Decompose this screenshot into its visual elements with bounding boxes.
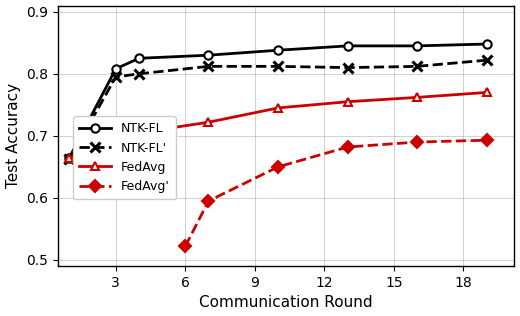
NTK-FL': [113, 75, 119, 79]
NTK-FL': [484, 58, 490, 62]
Line: NTK-FL': NTK-FL': [64, 55, 491, 164]
NTK-FL': [205, 64, 212, 68]
X-axis label: Communication Round: Communication Round: [199, 295, 373, 310]
NTK-FL': [275, 64, 281, 68]
NTK-FL': [414, 64, 420, 68]
FedAvg: [67, 156, 73, 160]
NTK-FL: [275, 48, 281, 52]
Y-axis label: Test Accuracy: Test Accuracy: [6, 83, 21, 188]
Legend: NTK-FL, NTK-FL', FedAvg, FedAvg': NTK-FL, NTK-FL', FedAvg, FedAvg': [73, 116, 176, 199]
FedAvg': [205, 199, 212, 203]
FedAvg: [205, 120, 212, 124]
NTK-FL: [67, 156, 73, 160]
NTK-FL': [136, 72, 142, 76]
FedAvg': [182, 244, 188, 248]
FedAvg': [414, 140, 420, 144]
FedAvg': [344, 145, 350, 149]
FedAvg: [136, 131, 142, 135]
FedAvg: [275, 106, 281, 110]
NTK-FL: [205, 53, 212, 57]
FedAvg': [275, 165, 281, 169]
NTK-FL': [67, 158, 73, 161]
NTK-FL: [113, 67, 119, 71]
NTK-FL: [136, 56, 142, 60]
Line: FedAvg': FedAvg': [181, 136, 491, 251]
Line: NTK-FL: NTK-FL: [65, 40, 491, 162]
NTK-FL: [484, 42, 490, 46]
FedAvg: [414, 95, 420, 99]
NTK-FL': [344, 66, 350, 70]
FedAvg: [344, 100, 350, 104]
NTK-FL: [414, 44, 420, 48]
FedAvg': [484, 138, 490, 142]
FedAvg: [113, 159, 119, 162]
NTK-FL: [344, 44, 350, 48]
FedAvg: [484, 90, 490, 94]
Line: FedAvg: FedAvg: [65, 88, 491, 165]
